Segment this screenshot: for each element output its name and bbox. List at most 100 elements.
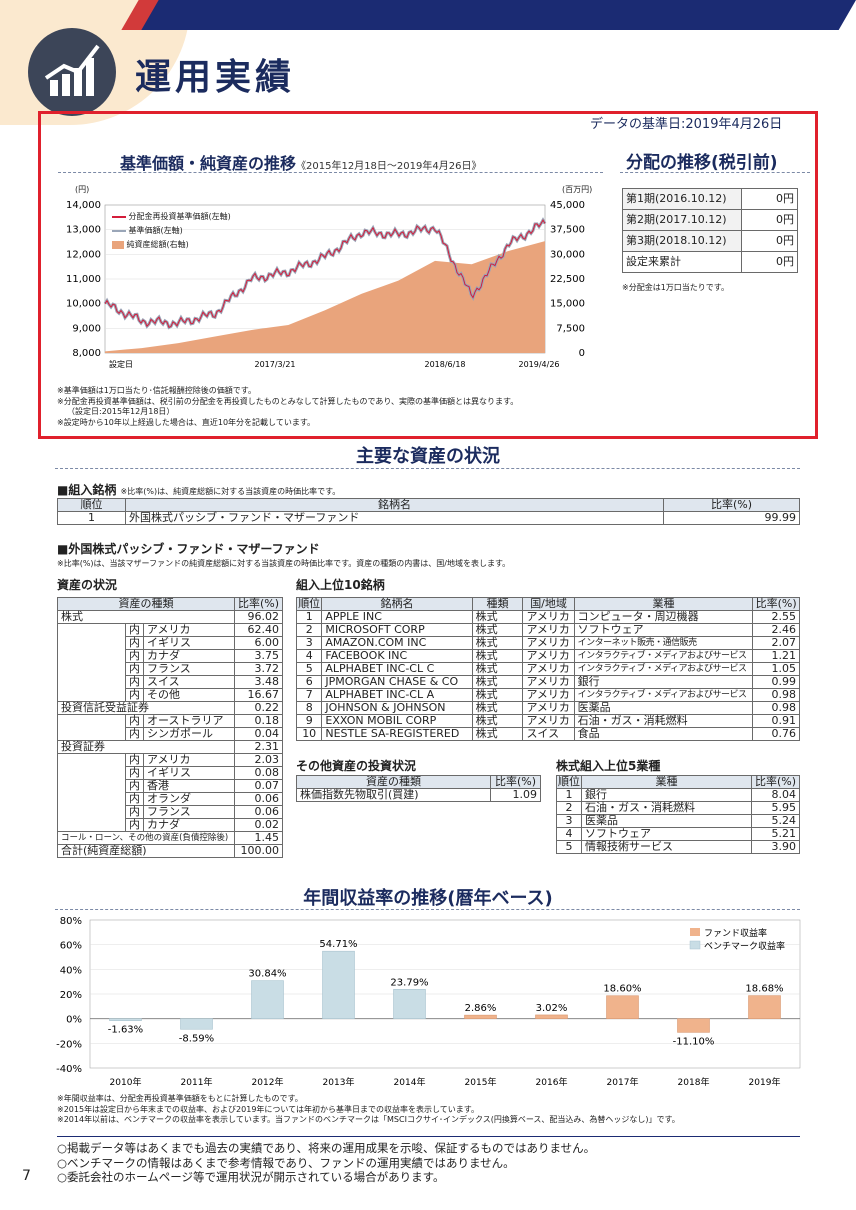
return-bar xyxy=(606,995,639,1019)
return-bar xyxy=(251,980,284,1019)
left-unit: (円) xyxy=(75,185,90,194)
return-bar xyxy=(748,995,781,1019)
return-bar xyxy=(180,1018,213,1030)
comp-row: 内スイス 3.48 xyxy=(57,675,284,689)
right-tick: 30,000 xyxy=(550,249,585,260)
y-tick: -40% xyxy=(56,1064,82,1075)
top10-row: 4 FACEBOOK INC 株式 アメリカ インタラクティブ・メディアおよびサービス 1… xyxy=(295,649,800,663)
comp-row: 株式 96.02 xyxy=(57,610,284,624)
comp-row: 投資信託受益証券 0.22 xyxy=(57,701,284,715)
return-bar xyxy=(677,1018,710,1033)
top10-row: 2 MICROSOFT CORP 株式 アメリカ ソフトウェア 2.46 xyxy=(295,623,800,637)
footer-notes: ○掲載データ等はあくまでも過去の実績であり、将来の運用成果を示唆、保証するもので… xyxy=(57,1141,596,1184)
comp-row: 内その他 16.67 xyxy=(57,688,284,702)
comp-row: 内オランダ 0.06 xyxy=(57,792,284,806)
left-tick: 9,000 xyxy=(72,323,101,334)
comp-row: 内オーストラリア 0.18 xyxy=(57,714,284,728)
return-bar xyxy=(109,1018,142,1021)
y-tick: -20% xyxy=(56,1039,82,1050)
nav-chart: 14,000 13,000 12,000 11,000 10,000 9,000 8,000… xyxy=(66,200,585,369)
left-tick: 13,000 xyxy=(66,225,101,236)
comp-row: 内フランス 0.06 xyxy=(57,805,284,819)
right-tick: 37,500 xyxy=(550,225,585,236)
assets-underline xyxy=(55,468,800,469)
legend-reinvested: 分配金再投資基準価額(左軸) xyxy=(128,212,231,221)
x-tick: 2014年 xyxy=(394,1076,426,1088)
returns-chart: 80% 60% 40% 20% 0% -20% -40% 2010年 -1.63% 2011年 -8… xyxy=(56,916,801,1088)
dist-title: 分配の推移(税引前) xyxy=(626,153,778,173)
comp-row: 内シンガポール 0.04 xyxy=(57,727,284,741)
top10-row: 5 ALPHABET INC-CL C 株式 アメリカ インタラクティブ・メディアおよび… xyxy=(295,662,800,676)
nav-notes: ※基準価額は1万口当たり･信託報酬控除後の価額です。 ※分配金再投資基準価額は、税… xyxy=(57,386,519,427)
return-bar xyxy=(322,950,355,1019)
industry-heading: 株式組入上位5業種 xyxy=(556,759,661,773)
right-tick: 15,000 xyxy=(550,299,585,310)
x-tick: 2012年 xyxy=(252,1076,284,1088)
page-title: 運用実績 xyxy=(135,57,296,98)
header-stripe xyxy=(132,0,856,30)
top10-row: 9 EXXON MOBIL CORP 株式 アメリカ 石油・ガス・消耗燃料 0.91 xyxy=(295,714,800,728)
highlight-frame xyxy=(38,111,818,439)
x-tick: 2019/4/26 xyxy=(518,360,559,369)
comp-row: 内フランス 3.72 xyxy=(57,662,284,676)
y-tick: 40% xyxy=(60,965,82,976)
comp-row: 内イギリス 0.08 xyxy=(57,766,284,780)
chart-up-icon xyxy=(28,28,116,116)
x-tick: 2011年 xyxy=(181,1076,213,1088)
top10-row: 8 JOHNSON & JOHNSON 株式 アメリカ 医薬品 0.98 xyxy=(295,701,800,715)
right-tick: 7,500 xyxy=(556,323,585,334)
industry-row: 2 石油・ガス・消耗燃料 5.95 xyxy=(556,801,801,815)
return-label: -11.10% xyxy=(673,1036,715,1047)
mf-heading: ■外国株式パッシブ・ファンド・マザーファンド xyxy=(57,542,320,556)
top10-table: 順位 銘柄名 種類 国/地域 業種 比率(%) 1 APPLE INC 株式 アメリカ コンピュータ… xyxy=(295,597,800,741)
legend-fund: ファンド収益率 xyxy=(704,927,767,939)
return-bar xyxy=(535,1014,568,1019)
right-tick: 0 xyxy=(579,348,585,359)
comp-row: 内イギリス 6.00 xyxy=(57,636,284,650)
nav-chart-title: 基準価額・純資産の推移《2015年12月18日～2019年4月26日》 xyxy=(120,154,482,173)
date-note: データの基準日:2019年4月26日 xyxy=(590,117,783,132)
return-label: -1.63% xyxy=(108,1025,143,1036)
comp-row: 投資証券 2.31 xyxy=(57,740,284,754)
return-label: 30.84% xyxy=(248,969,286,980)
footer-rule xyxy=(57,1136,800,1137)
dist-row: 第2期(2017.10.12) 0円 xyxy=(622,209,798,231)
legend-benchmark: ベンチマーク収益率 xyxy=(704,940,785,952)
returns-title: 年間収益率の推移(暦年ベース) xyxy=(303,888,553,909)
x-tick: 2018/6/18 xyxy=(424,360,465,369)
dist-table: 第1期(2016.10.12) 0円 第2期(2017.10.12) 0円 第3期(20… xyxy=(622,188,798,273)
y-tick: 80% xyxy=(60,916,82,927)
legend-swatch xyxy=(690,928,700,936)
returns-underline xyxy=(55,909,800,910)
x-tick: 設定日 xyxy=(109,359,133,369)
return-label: 18.60% xyxy=(603,984,641,995)
legend-net-assets: 純資産総額(右軸) xyxy=(126,240,189,249)
x-tick: 2017年 xyxy=(607,1076,639,1088)
left-tick: 8,000 xyxy=(72,348,101,359)
return-bar xyxy=(464,1014,497,1019)
x-tick: 2018年 xyxy=(678,1076,710,1088)
x-tick: 2015年 xyxy=(465,1076,497,1088)
left-tick: 12,000 xyxy=(66,249,101,260)
x-tick: 2013年 xyxy=(323,1076,355,1088)
other-table: 資産の種類 比率(%) 株価指数先物取引(買建) 1.09 xyxy=(296,775,541,802)
holdings-heading: ■組入銘柄 ※比率(%)は、純資産総額に対する当該資産の時価比率です。 xyxy=(57,483,341,497)
top10-row: 10 NESTLE SA-REGISTERED 株式 スイス 食品 0.76 xyxy=(295,727,800,741)
return-label: 18.68% xyxy=(745,984,783,995)
industry-row: 3 医薬品 5.24 xyxy=(556,814,801,828)
top10-row: 6 JPMORGAN CHASE & CO 株式 アメリカ 銀行 0.99 xyxy=(295,675,800,689)
comp-row: 内香港 0.07 xyxy=(57,779,284,793)
top10-row: 7 ALPHABET INC-CL A 株式 アメリカ インタラクティブ・メディアおよび… xyxy=(295,688,800,702)
x-tick: 2016年 xyxy=(536,1076,568,1088)
comp-row: コール・ローン、その他の資産(負債控除後) 1.45 xyxy=(57,831,284,845)
top10-row: 3 AMAZON.COM INC 株式 アメリカ インターネット販売・通信販売 2.07 xyxy=(295,636,800,650)
comp-row: 内アメリカ 62.40 xyxy=(57,623,284,637)
industry-row: 4 ソフトウェア 5.21 xyxy=(556,827,801,841)
comp-row: 内カナダ 0.02 xyxy=(57,818,284,832)
return-label: 2.86% xyxy=(465,1003,497,1014)
legend-swatch xyxy=(689,940,701,950)
comp-heading: 資産の状況 xyxy=(57,578,118,592)
dist-underline xyxy=(620,172,810,173)
return-bar xyxy=(393,989,426,1019)
comp-row: 合計(純資産総額) 100.00 xyxy=(57,844,284,858)
